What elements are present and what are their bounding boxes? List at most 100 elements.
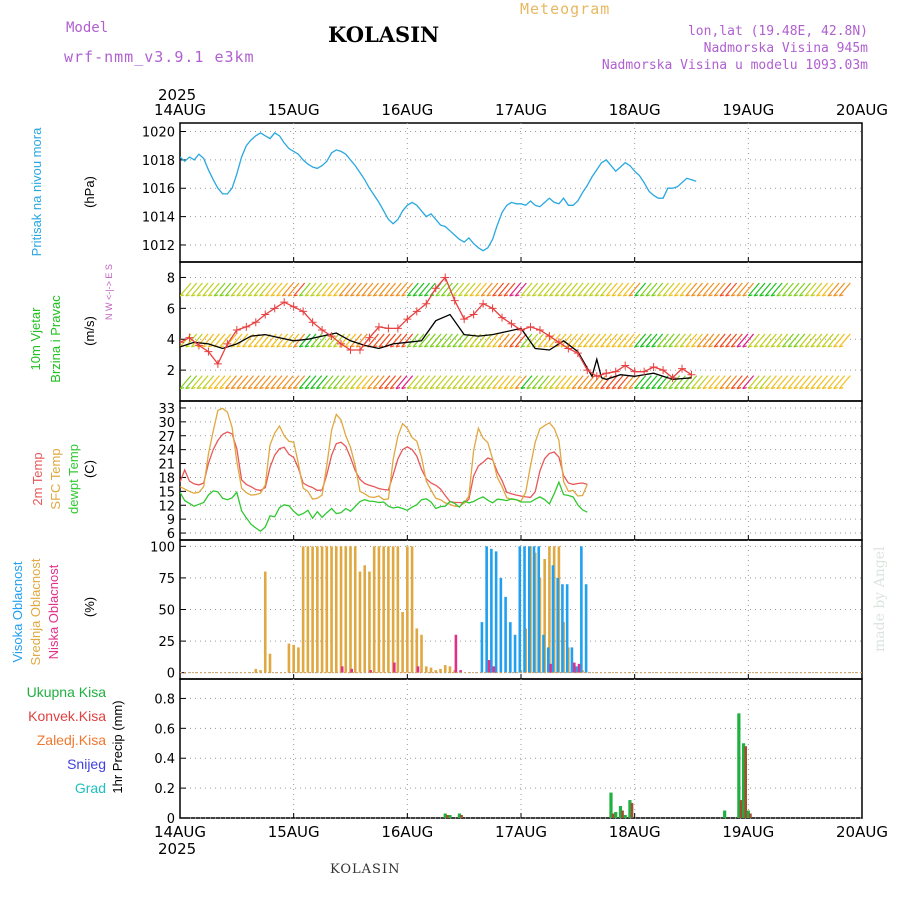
gust-marker: [621, 361, 630, 370]
model-name: wrf-nmm_v3.9.1 e3km: [64, 48, 255, 66]
wind-barb: [781, 375, 794, 390]
wind-barb: [594, 375, 607, 390]
wind-barb: [367, 375, 380, 390]
wind-barb-flag: [412, 294, 418, 297]
wind-barb-flag: [253, 387, 259, 390]
wind-barb-flag: [293, 294, 298, 297]
wind-barb-flag: [572, 294, 577, 297]
wind-barb-flag: [378, 345, 384, 348]
x-tick-bottom-16AUG: 16AUG: [381, 823, 433, 841]
wind-barb: [492, 333, 505, 348]
gust-marker: [185, 333, 194, 342]
wind-barb: [827, 333, 840, 348]
wind-barb: [776, 375, 789, 390]
wind-barb: [730, 333, 743, 348]
wind-barb: [594, 282, 607, 297]
wind-barb-flag: [503, 294, 509, 297]
precip-bar-total: [623, 815, 627, 818]
wind-barb: [725, 375, 738, 390]
wind-barb-flag: [805, 387, 810, 390]
station-title: KOLASIN: [328, 22, 440, 47]
x-tick-bottom-17AUG: 17AUG: [495, 823, 547, 841]
wind-barb: [372, 375, 385, 390]
cloud-bar-mid: [396, 546, 400, 673]
wind-barb: [776, 282, 789, 297]
wind-barb-flag: [418, 345, 423, 348]
wind-barb-flag: [589, 387, 594, 390]
wind-barb: [617, 375, 630, 390]
gust-marker: [517, 325, 525, 334]
wind-barb: [713, 333, 726, 348]
cloud-bar-mid: [344, 546, 348, 673]
wind-barb-flag: [509, 294, 514, 297]
wind-barb: [242, 282, 254, 297]
wind-barb: [781, 333, 794, 348]
cloud-bar-mid: [292, 644, 295, 673]
precip-ytick-label-0.6: 0.6: [154, 722, 175, 737]
wind-barb: [429, 333, 442, 348]
cloud-bar-high: [584, 584, 588, 673]
cloud-bar-mid: [424, 666, 428, 673]
wind-barb-flag: [276, 294, 281, 297]
wind-barb-flag: [708, 294, 713, 297]
cloud-bar-high: [504, 596, 507, 673]
wind-barb: [656, 282, 669, 297]
wind-barb: [321, 282, 334, 297]
pressure-series-pressure: [180, 132, 697, 252]
wind-series-group: [180, 273, 851, 390]
wind-barb-flag: [231, 345, 236, 348]
gust-marker: [422, 299, 431, 308]
cloud-bar-mid: [330, 546, 333, 673]
wind-barb: [770, 282, 783, 297]
wind-barb: [458, 333, 470, 348]
wind-barb: [509, 282, 522, 297]
wind-barb: [389, 333, 402, 348]
wind-barb: [350, 333, 362, 348]
cloud-bar-low: [369, 670, 372, 673]
wind-unit-label: (m/s): [82, 316, 97, 346]
wind-barb: [196, 375, 209, 390]
wind-barb: [230, 282, 243, 297]
wind-barb-flag: [373, 294, 378, 297]
wind-barb-flag: [356, 294, 361, 297]
wind-barb-flag: [333, 345, 338, 348]
wind-barb: [469, 282, 482, 297]
wind-barb: [503, 282, 516, 297]
wind-barb-flag: [407, 387, 412, 390]
wind-barb-flag: [321, 294, 327, 297]
wind-barb: [548, 282, 561, 297]
wind-barb-flag: [509, 345, 514, 348]
wind-barb: [276, 375, 289, 390]
wind-barb-flag: [412, 345, 418, 348]
cloud-bar-mid: [320, 546, 324, 673]
wind-barb-flag: [719, 387, 725, 390]
wind-barb: [225, 282, 237, 297]
temperature-ytick-label-21: 21: [158, 458, 175, 473]
wind-barb-flag: [634, 345, 639, 348]
wind-barb: [298, 282, 311, 297]
wind-barb-flag: [515, 345, 520, 348]
wind-barb-flag: [242, 387, 247, 390]
wind-barb: [446, 375, 459, 390]
wind-barb-flag: [253, 345, 259, 348]
pressure-ytick-label-1014: 1014: [142, 211, 175, 226]
gust-marker: [583, 366, 592, 375]
cloud-bar-high: [480, 622, 484, 673]
wind-barb: [514, 282, 527, 297]
wind-barb: [367, 282, 380, 297]
wind-barb: [412, 375, 425, 390]
wind-barb: [384, 375, 397, 390]
wind-barb-flag: [697, 294, 702, 297]
wind-barb: [486, 333, 499, 348]
wind-barb: [327, 375, 340, 390]
wind-barb-flag: [321, 345, 327, 348]
wind-barb: [634, 375, 647, 390]
cloud-bar-high: [556, 577, 559, 673]
wind-barb: [611, 282, 624, 297]
wind-barb-flag: [674, 387, 679, 390]
wind-barb-flag: [316, 294, 321, 297]
wind-barb: [423, 375, 436, 390]
gust-marker: [232, 325, 241, 334]
wind-barb: [804, 333, 817, 348]
wind-barb: [480, 282, 493, 297]
